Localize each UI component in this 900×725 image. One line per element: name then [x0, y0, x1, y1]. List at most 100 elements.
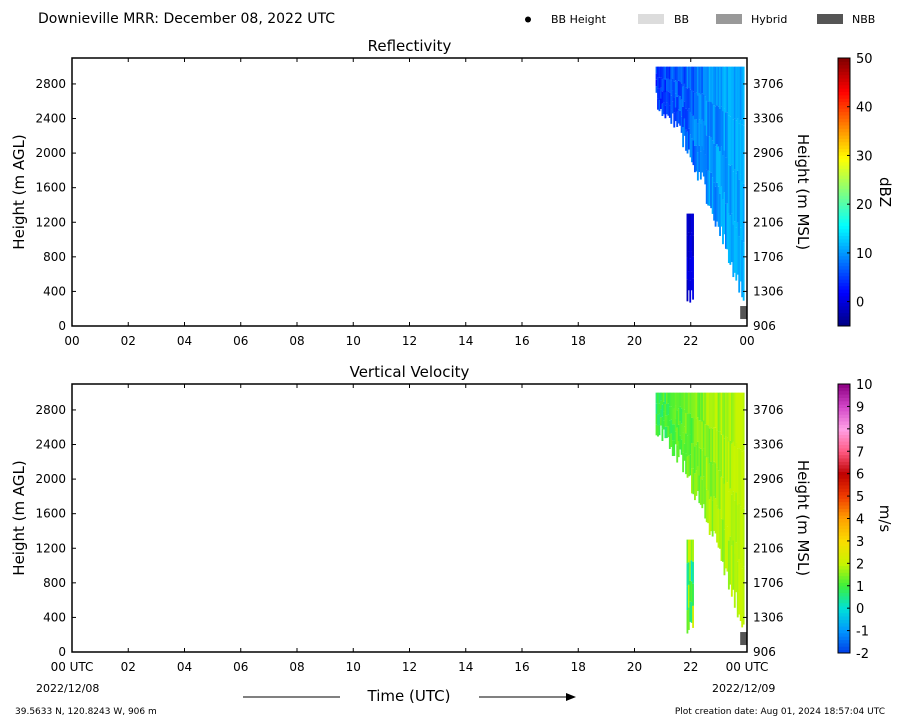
data-cell	[682, 106, 685, 128]
data-cell	[690, 539, 693, 561]
data-cell	[673, 81, 676, 98]
plot-frame	[71, 57, 748, 327]
colorbar-segment	[838, 128, 850, 133]
data-cell	[665, 78, 668, 91]
data-cell	[662, 401, 665, 412]
data-cell	[685, 392, 688, 414]
data-cell	[717, 392, 720, 432]
data-cell	[701, 119, 704, 147]
data-cell	[724, 66, 727, 113]
data-cell	[707, 66, 710, 102]
data-cell	[671, 78, 674, 91]
colorbar-segment	[838, 269, 850, 273]
colorbar-segment	[838, 616, 850, 620]
colorbar-tick-label: 2	[856, 557, 864, 572]
colorbar-segment	[838, 78, 850, 82]
data-cell	[727, 540, 730, 590]
data-cell	[719, 193, 721, 236]
colorbar-segment	[838, 202, 850, 206]
data-cell	[668, 92, 671, 106]
data-cell	[698, 119, 701, 146]
data-cell	[738, 66, 741, 124]
colorbar-segment	[838, 471, 850, 476]
data-cell	[724, 392, 727, 437]
data-cell	[677, 109, 680, 124]
data-cell	[693, 119, 696, 146]
data-cell	[692, 115, 695, 141]
data-cell	[710, 66, 713, 103]
x-tick-label: 22	[683, 660, 698, 674]
data-cell	[707, 457, 710, 491]
colorbar-segment	[838, 114, 850, 119]
y-tick-label: 2400	[35, 112, 66, 126]
data-cell	[670, 406, 673, 420]
colorbar-segment	[838, 619, 850, 624]
colorbar-segment	[838, 464, 850, 469]
data-cell	[716, 66, 719, 106]
colorbar-segment	[838, 531, 850, 536]
data-cell	[690, 602, 693, 623]
data-cell	[729, 116, 732, 166]
colorbar-segment	[838, 165, 850, 170]
data-cell	[736, 170, 739, 223]
data-cell	[704, 66, 707, 97]
data-cell	[692, 605, 694, 628]
data-cell	[674, 66, 677, 81]
data-cell	[738, 448, 741, 504]
data-cell	[742, 125, 745, 184]
data-cell	[680, 116, 683, 133]
data-cell	[698, 145, 701, 173]
data-cell	[689, 111, 692, 135]
data-cell	[730, 443, 733, 495]
data-cell	[692, 468, 695, 495]
colorbar-segment	[838, 91, 850, 96]
colorbar-segment	[838, 282, 850, 287]
data-cell	[670, 80, 673, 96]
data-cell	[688, 108, 690, 129]
y-tick-label: 1600	[35, 181, 66, 195]
data-cell	[657, 414, 659, 426]
data-cell	[736, 505, 739, 562]
data-cell	[722, 434, 724, 478]
data-cell	[692, 418, 695, 444]
data-cell	[679, 435, 682, 450]
y2-tick-label: 3706	[753, 403, 784, 417]
data-cell	[723, 529, 726, 576]
data-cell	[727, 164, 730, 214]
data-cell	[699, 392, 702, 421]
data-cell	[667, 414, 670, 427]
data-cell	[688, 66, 690, 88]
data-cell	[668, 434, 671, 449]
data-cell	[667, 78, 670, 92]
data-cell	[720, 106, 723, 147]
data-cell	[719, 431, 721, 471]
data-cell	[674, 107, 677, 122]
data-cell	[701, 479, 704, 509]
data-cell	[713, 182, 716, 221]
data-cell	[658, 100, 661, 112]
colorbar-segment	[838, 135, 850, 139]
data-cell	[716, 467, 719, 506]
data-cell	[701, 450, 704, 480]
colorbar-segment	[838, 88, 850, 92]
data-cell	[693, 419, 696, 447]
colorbar-segment	[838, 528, 850, 533]
data-cell	[693, 392, 696, 420]
data-cell	[658, 77, 661, 89]
data-cell	[732, 224, 735, 278]
colorbar-segment	[838, 215, 850, 220]
data-cell	[693, 446, 696, 474]
data-cell	[713, 461, 716, 497]
y-tick-label: 0	[58, 319, 66, 333]
data-cell	[683, 426, 686, 444]
data-cell	[722, 477, 724, 520]
colorbar-segment	[838, 521, 850, 526]
data-cell	[689, 434, 692, 455]
colorbar-segment	[838, 498, 850, 503]
data-cell	[730, 115, 733, 165]
colorbar-segment	[838, 407, 850, 412]
colorbar-segment	[838, 599, 850, 604]
data-cell	[699, 94, 702, 124]
data-cell	[676, 445, 679, 463]
data-cell	[732, 119, 735, 172]
